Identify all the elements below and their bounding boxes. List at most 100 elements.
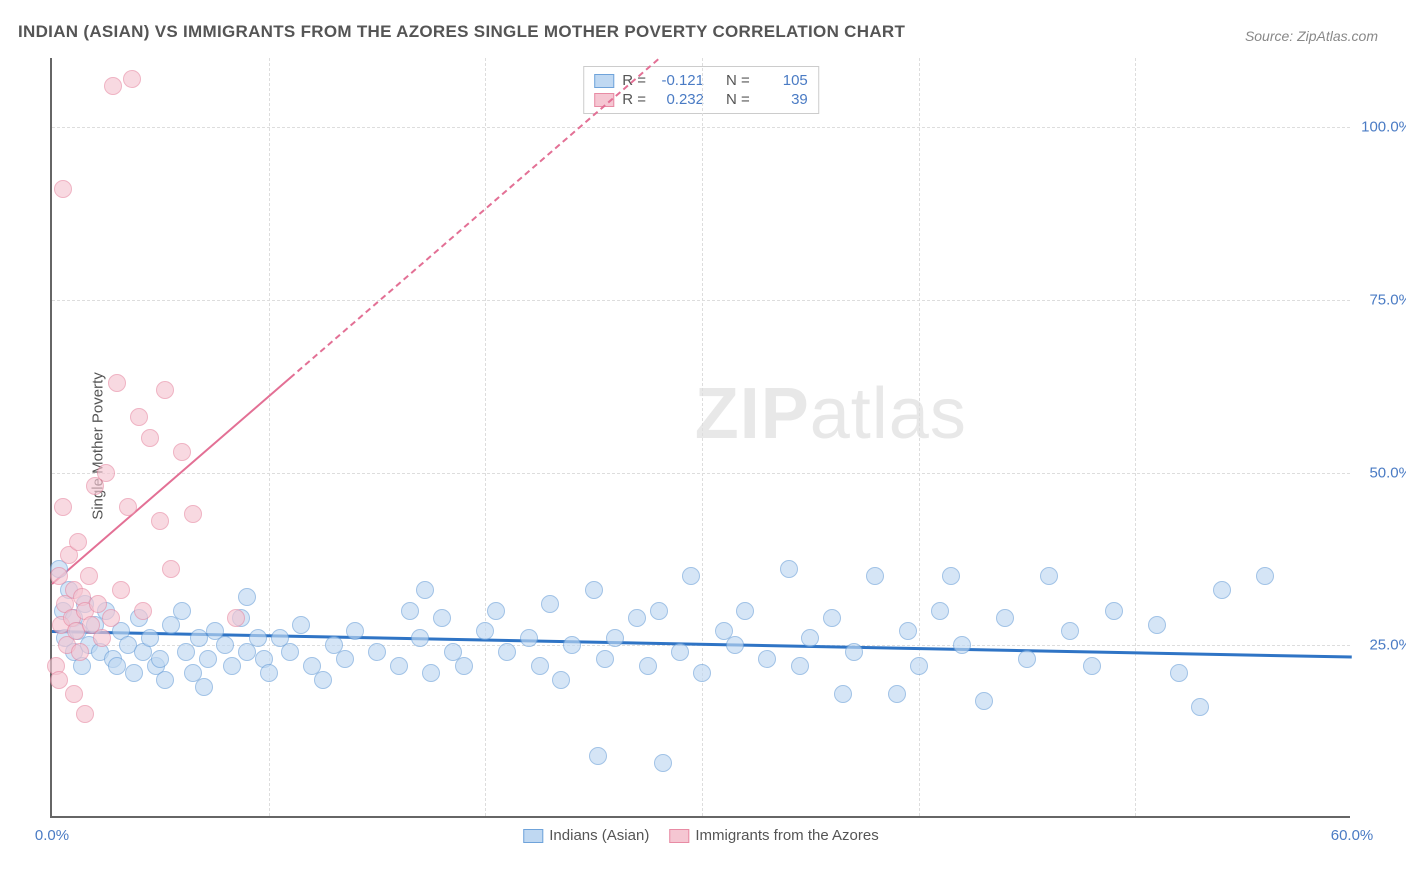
data-point-series-1 [50, 671, 68, 689]
data-point-series-1 [102, 609, 120, 627]
data-point-series-0 [585, 581, 603, 599]
data-point-series-1 [65, 685, 83, 703]
data-point-series-0 [1061, 622, 1079, 640]
data-point-series-0 [531, 657, 549, 675]
data-point-series-0 [216, 636, 234, 654]
data-point-series-0 [195, 678, 213, 696]
data-point-series-0 [654, 754, 672, 772]
watermark-zip: ZIP [695, 374, 810, 454]
data-point-series-0 [639, 657, 657, 675]
data-point-series-0 [1191, 698, 1209, 716]
legend-r-label: R = [622, 91, 646, 108]
data-point-series-1 [134, 602, 152, 620]
data-point-series-1 [108, 374, 126, 392]
data-point-series-0 [1148, 616, 1166, 634]
data-point-series-0 [1213, 581, 1231, 599]
data-point-series-0 [780, 560, 798, 578]
data-point-series-1 [104, 77, 122, 95]
data-point-series-0 [541, 595, 559, 613]
data-point-series-0 [260, 664, 278, 682]
data-point-series-0 [628, 609, 646, 627]
data-point-series-0 [177, 643, 195, 661]
legend-n-label: N = [726, 91, 750, 108]
legend-stats-row-1: R = 0.232 N = 39 [594, 90, 808, 109]
data-point-series-0 [596, 650, 614, 668]
data-point-series-1 [54, 498, 72, 516]
data-point-series-0 [606, 629, 624, 647]
legend-n-value-0: 105 [758, 72, 808, 89]
data-point-series-0 [422, 664, 440, 682]
data-point-series-0 [563, 636, 581, 654]
data-point-series-1 [76, 705, 94, 723]
data-point-series-1 [227, 609, 245, 627]
data-point-series-0 [801, 629, 819, 647]
data-point-series-0 [552, 671, 570, 689]
data-point-series-0 [368, 643, 386, 661]
data-point-series-0 [682, 567, 700, 585]
watermark: ZIPatlas [695, 373, 967, 455]
gridline-v [919, 58, 920, 816]
data-point-series-0 [726, 636, 744, 654]
legend-label-0: Indians (Asian) [549, 827, 649, 844]
legend-item-0: Indians (Asian) [523, 827, 649, 844]
data-point-series-0 [1040, 567, 1058, 585]
data-point-series-0 [346, 622, 364, 640]
data-point-series-0 [223, 657, 241, 675]
data-point-series-1 [71, 643, 89, 661]
data-point-series-0 [281, 643, 299, 661]
data-point-series-1 [173, 443, 191, 461]
data-point-series-1 [162, 560, 180, 578]
data-point-series-0 [390, 657, 408, 675]
data-point-series-0 [758, 650, 776, 668]
legend-n-value-1: 39 [758, 91, 808, 108]
source-label: Source: ZipAtlas.com [1245, 28, 1378, 44]
data-point-series-0 [693, 664, 711, 682]
data-point-series-0 [736, 602, 754, 620]
data-point-series-0 [498, 643, 516, 661]
data-point-series-0 [249, 629, 267, 647]
legend-item-1: Immigrants from the Azores [669, 827, 878, 844]
gridline-v [269, 58, 270, 816]
swatch-series-0 [594, 74, 614, 88]
gridline-h [52, 127, 1350, 128]
data-point-series-0 [520, 629, 538, 647]
data-point-series-1 [123, 70, 141, 88]
data-point-series-0 [455, 657, 473, 675]
data-point-series-0 [650, 602, 668, 620]
data-point-series-0 [416, 581, 434, 599]
data-point-series-1 [112, 581, 130, 599]
data-point-series-0 [931, 602, 949, 620]
swatch-series-1 [669, 829, 689, 843]
data-point-series-0 [845, 643, 863, 661]
data-point-series-0 [1256, 567, 1274, 585]
data-point-series-0 [996, 609, 1014, 627]
data-point-series-0 [671, 643, 689, 661]
data-point-series-0 [1105, 602, 1123, 620]
data-point-series-0 [156, 671, 174, 689]
data-point-series-1 [97, 464, 115, 482]
data-point-series-1 [69, 533, 87, 551]
data-point-series-0 [866, 567, 884, 585]
gridline-v [702, 58, 703, 816]
data-point-series-0 [314, 671, 332, 689]
gridline-v [1135, 58, 1136, 816]
legend-r-value-0: -0.121 [654, 72, 704, 89]
y-tick-label: 50.0% [1369, 464, 1406, 481]
trend-line [290, 58, 660, 378]
data-point-series-0 [953, 636, 971, 654]
y-tick-label: 25.0% [1369, 637, 1406, 654]
data-point-series-0 [476, 622, 494, 640]
y-tick-label: 75.0% [1369, 291, 1406, 308]
data-point-series-1 [119, 498, 137, 516]
data-point-series-1 [130, 408, 148, 426]
scatter-plot-area: ZIPatlas R = -0.121 N = 105 R = 0.232 N … [50, 58, 1350, 818]
data-point-series-0 [834, 685, 852, 703]
data-point-series-0 [910, 657, 928, 675]
data-point-series-0 [411, 629, 429, 647]
data-point-series-0 [487, 602, 505, 620]
data-point-series-0 [433, 609, 451, 627]
watermark-atlas: atlas [810, 374, 967, 454]
data-point-series-1 [156, 381, 174, 399]
data-point-series-0 [199, 650, 217, 668]
data-point-series-1 [50, 567, 68, 585]
